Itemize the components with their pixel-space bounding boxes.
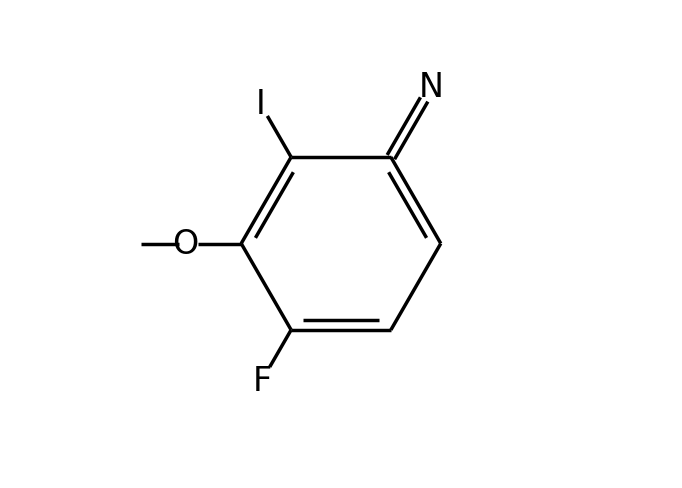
Text: N: N	[419, 71, 444, 103]
Text: F: F	[252, 364, 271, 397]
Text: I: I	[255, 88, 265, 121]
Text: O: O	[172, 227, 198, 261]
